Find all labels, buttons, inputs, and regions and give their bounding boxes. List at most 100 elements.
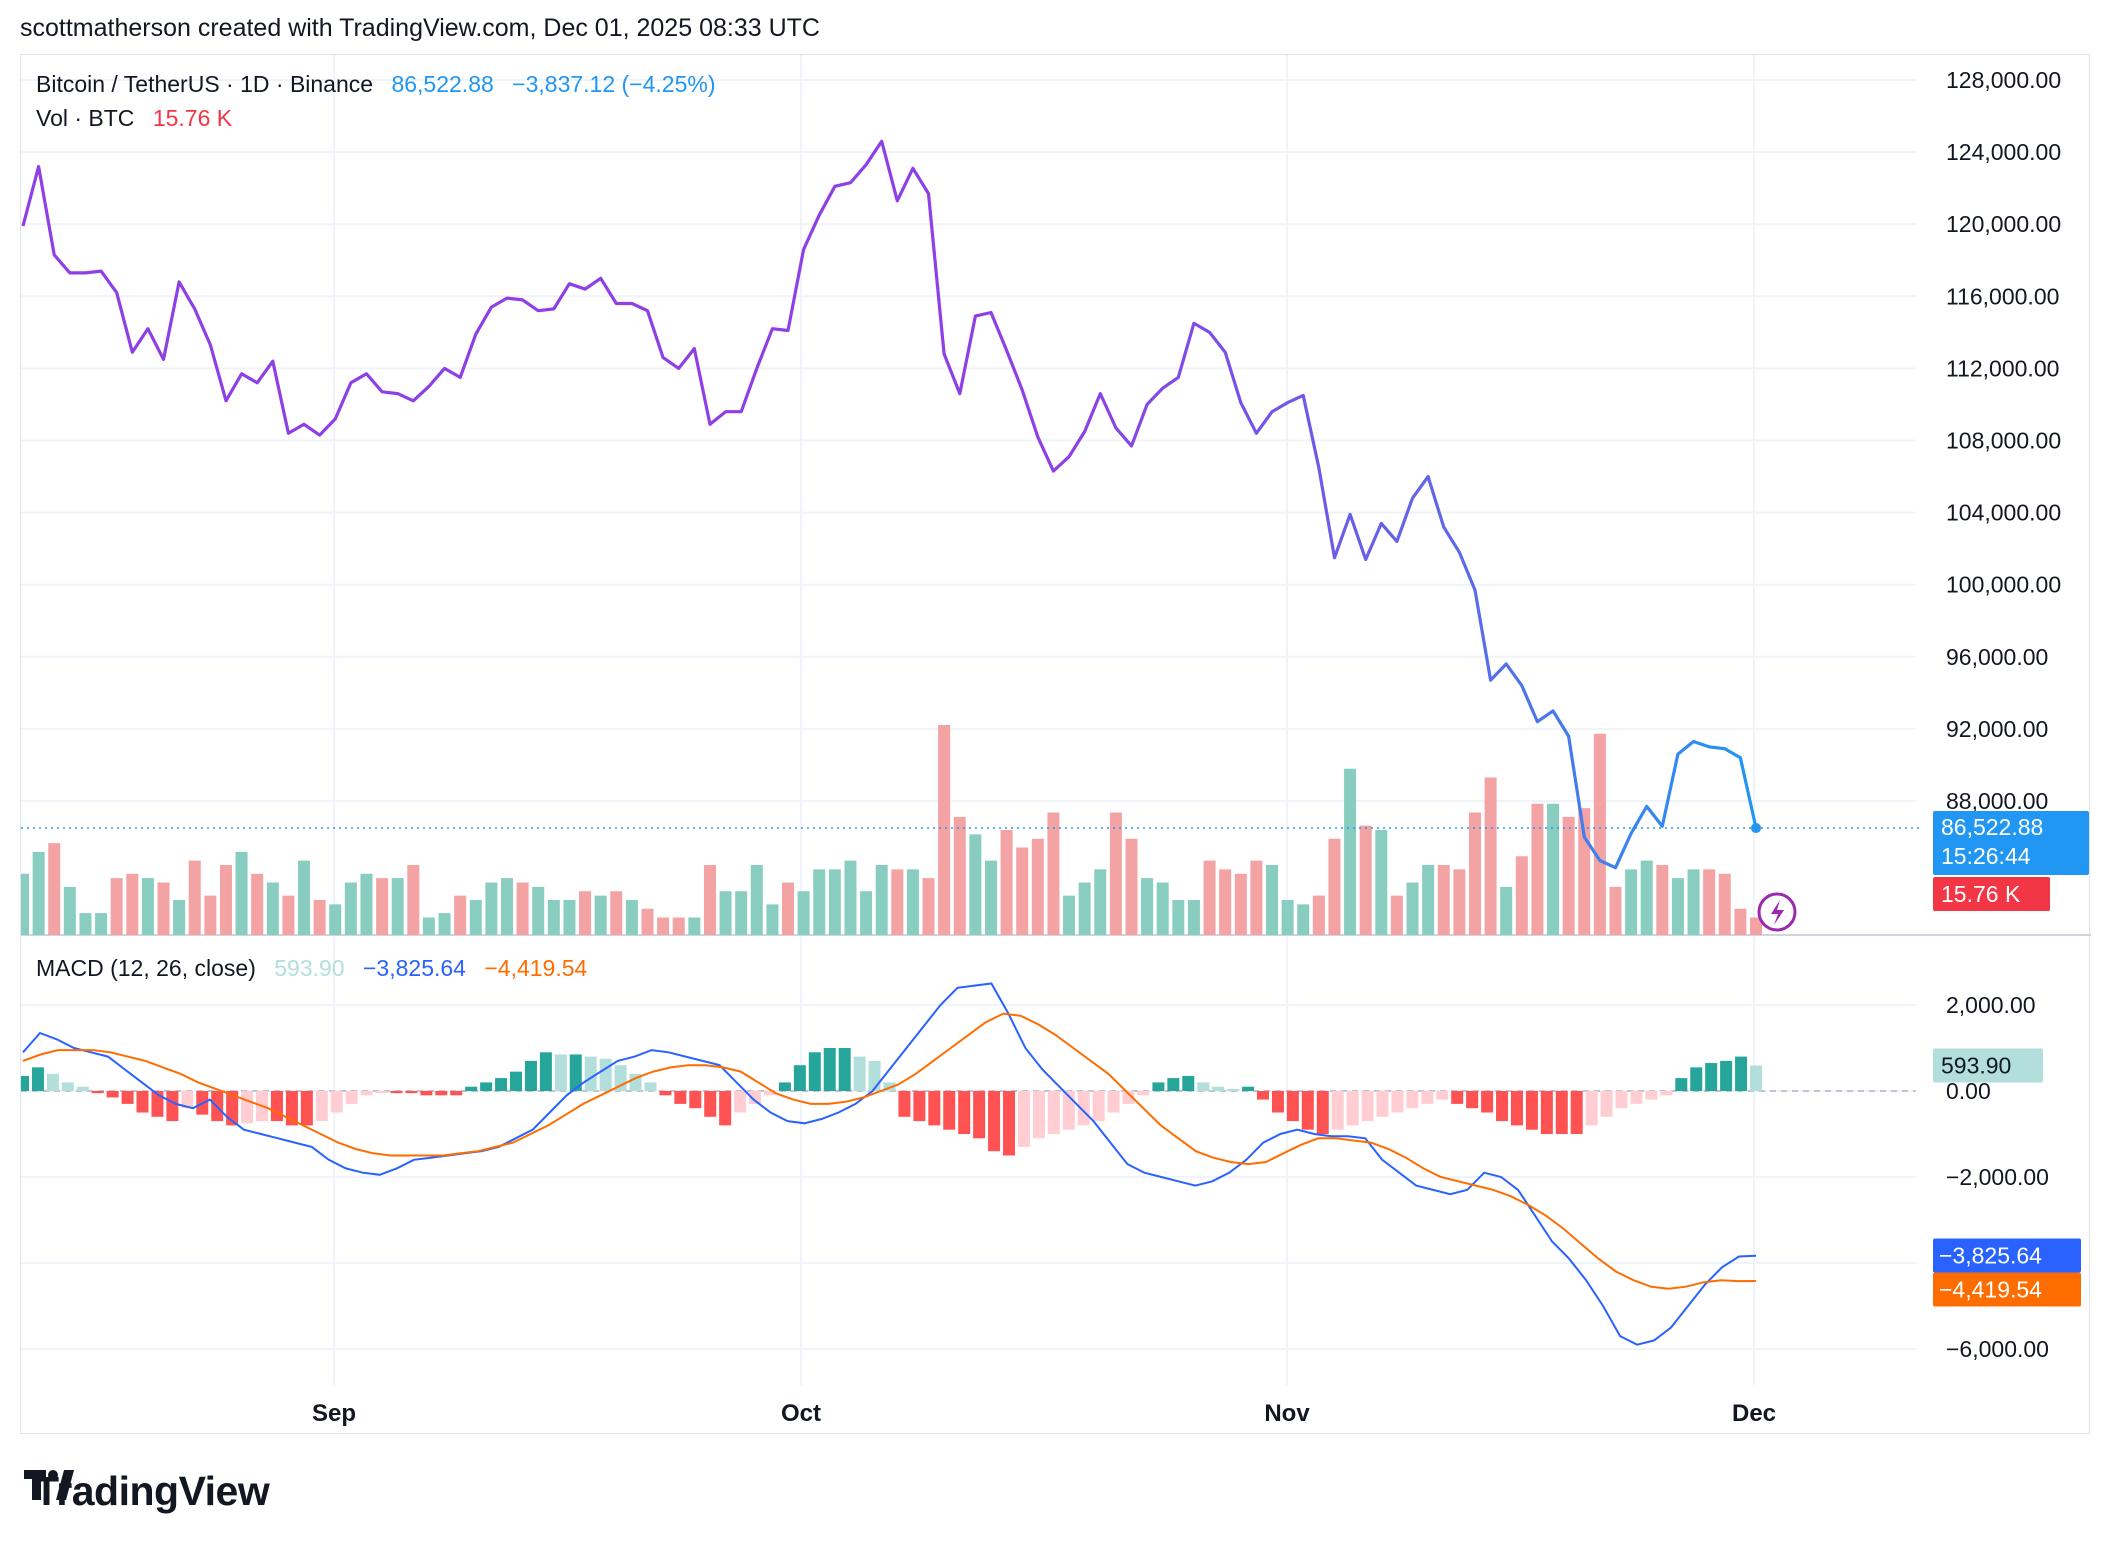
volume-bar	[157, 882, 170, 935]
macd-histogram-bar	[1705, 1063, 1718, 1091]
macd-histogram-bar	[1331, 1091, 1344, 1130]
macd-histogram-bar	[1077, 1091, 1090, 1126]
macd-histogram-bar	[1286, 1091, 1299, 1122]
volume-badge	[1933, 877, 2050, 911]
volume-bar	[766, 904, 779, 935]
volume-bar	[1406, 882, 1419, 935]
price-axis-tick: 124,000.00	[1946, 139, 2061, 165]
macd-histogram-bar	[1690, 1067, 1703, 1091]
macd-histogram-bar	[1391, 1091, 1404, 1113]
price-badge-value: 86,522.88	[1941, 814, 2043, 840]
price-axis-tick: 116,000.00	[1946, 283, 2059, 309]
price-axis-tick: 88,000.00	[1946, 788, 2048, 814]
volume-bar	[735, 891, 748, 935]
chart-container[interactable]: 128,000.00 124,000.00 120,000.00 116,000.00…	[20, 54, 2091, 1435]
volume-bar	[469, 900, 482, 935]
macd-histogram-bar	[315, 1091, 328, 1122]
macd-histogram-bar	[121, 1091, 134, 1104]
macd-histogram-bar	[1271, 1091, 1284, 1113]
price-axis-tick: 100,000.00	[1946, 572, 2061, 598]
volume-bar	[1359, 825, 1372, 935]
volume-bar	[1078, 882, 1091, 935]
macd-histogram-bar	[1750, 1065, 1762, 1091]
last-price: 86,522.88	[391, 71, 494, 97]
macd-histogram-bar	[599, 1058, 612, 1091]
macd-histogram-bar	[1421, 1091, 1434, 1104]
macd-histogram-bar	[151, 1091, 164, 1117]
macd-histogram-bar	[1137, 1091, 1150, 1096]
macd-histogram-bar	[61, 1082, 74, 1091]
volume-bar	[922, 878, 935, 935]
volume-bar	[1141, 878, 1154, 935]
macd-axis-tick: 2,000.00	[1946, 992, 2036, 1018]
tradingview-logo[interactable]: TradingView	[24, 1468, 270, 1515]
price-axis-tick: 108,000.00	[1946, 428, 2061, 454]
volume-bar	[1453, 869, 1466, 935]
macd-histogram-bar	[988, 1091, 1001, 1152]
tradingview-logo-text: TradingView	[34, 1468, 270, 1514]
macd-histogram-bar	[704, 1091, 717, 1117]
macd-histogram-bar	[913, 1091, 926, 1122]
volume-bar	[1734, 908, 1747, 935]
macd-histogram-bar	[345, 1091, 358, 1104]
macd-histogram-bar	[1406, 1091, 1419, 1109]
macd-histogram-bar	[1675, 1078, 1688, 1091]
price-axis-tick: 104,000.00	[1946, 500, 2061, 526]
macd-histogram-bar	[300, 1091, 313, 1126]
volume-legend: Vol · BTC 15.76 K	[36, 105, 236, 132]
time-axis-tick: Oct	[781, 1400, 821, 1427]
volume-bar	[703, 865, 716, 935]
volume-bar	[63, 886, 76, 935]
chart-canvas[interactable]: 128,000.00 124,000.00 120,000.00 116,000.00…	[21, 55, 2091, 1435]
macd-histogram-bar	[1436, 1091, 1449, 1100]
volume-bar	[1640, 860, 1653, 935]
macd-histogram-bar	[1466, 1091, 1479, 1109]
macd-label[interactable]: MACD (12, 26, close)	[36, 955, 256, 981]
volume-bar	[1234, 873, 1247, 935]
macd-histogram-bar	[1197, 1082, 1210, 1091]
macd-histogram-bar	[689, 1091, 702, 1109]
symbol-legend: Bitcoin / TetherUS · 1D · Binance 86,522…	[36, 71, 720, 98]
volume-bar	[1593, 733, 1606, 935]
macd-line	[22, 982, 1757, 1346]
macd-histogram-bar	[91, 1091, 104, 1094]
macd-histogram-bar	[569, 1054, 582, 1091]
volume-bar	[95, 913, 108, 935]
macd-histogram-bar	[808, 1052, 821, 1091]
macd-histogram-bar	[1510, 1091, 1523, 1126]
symbol-name[interactable]: Bitcoin / TetherUS · 1D · Binance	[36, 71, 374, 97]
volume-bar	[1750, 917, 1762, 935]
volume-label[interactable]: Vol · BTC	[36, 105, 135, 131]
price-axis-tick: 120,000.00	[1946, 211, 2061, 237]
volume-bar	[1266, 865, 1279, 935]
macd-histogram-bar	[31, 1067, 44, 1091]
volume-bar	[547, 900, 560, 935]
volume-bar	[1375, 830, 1388, 935]
macd-histogram-bar	[1540, 1091, 1553, 1134]
volume-bar	[594, 895, 607, 935]
volume-bar	[329, 904, 342, 935]
macd-histogram-bar	[390, 1091, 403, 1094]
volume-bar	[750, 865, 763, 935]
macd-histogram-bar	[838, 1048, 851, 1091]
volume-bar	[1531, 803, 1544, 935]
volume-bar	[376, 878, 389, 935]
tradingview-logo-icon	[24, 1470, 74, 1500]
volume-bar	[1687, 869, 1700, 935]
macd-histogram-bar	[1301, 1091, 1314, 1130]
volume-bar	[969, 834, 982, 935]
volume-bar	[860, 891, 873, 935]
volume-bar	[844, 860, 857, 935]
volume-bar	[1172, 900, 1185, 935]
volume-bar	[235, 851, 248, 935]
volume-bar	[1500, 886, 1513, 935]
macd-hist-badge-value: 593.90	[1941, 1052, 2011, 1078]
macd-histogram-bar	[1720, 1060, 1733, 1091]
macd-histogram-bar	[435, 1091, 448, 1096]
macd-histogram-bar	[1242, 1086, 1255, 1091]
volume-bar	[79, 913, 92, 935]
price-change: −3,837.12 (−4.25%)	[512, 71, 716, 97]
macd-axis-tick: −2,000.00	[1946, 1164, 2049, 1190]
macd-histogram-bar	[1062, 1091, 1075, 1130]
macd-badge-value: −3,825.64	[1939, 1243, 2042, 1269]
